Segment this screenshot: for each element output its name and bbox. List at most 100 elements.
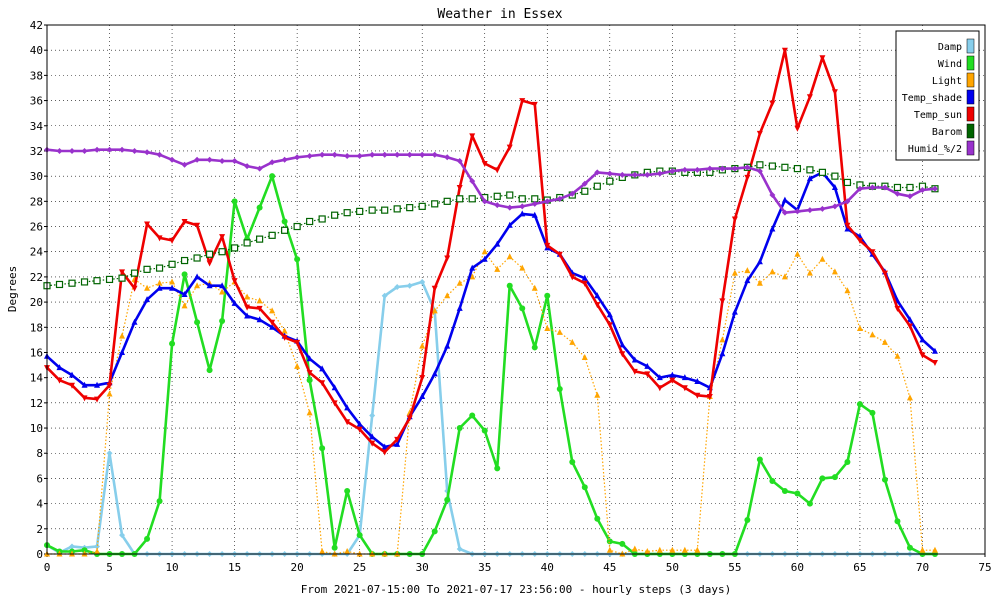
- data-point-light: [469, 273, 476, 280]
- data-point-temp-sun: [869, 249, 876, 256]
- y-tick-label: 20: [30, 296, 43, 309]
- data-point-humid-2: [119, 146, 126, 153]
- y-tick-label: 4: [36, 498, 43, 511]
- data-point-temp-shade: [419, 393, 426, 400]
- y-tick-label: 16: [30, 346, 43, 359]
- data-point-light: [94, 547, 101, 554]
- data-point-wind: [469, 412, 476, 419]
- data-point-wind: [181, 271, 188, 278]
- data-point-barom: [818, 168, 827, 176]
- data-point-temp-sun: [419, 375, 426, 382]
- data-point-humid-2: [894, 190, 901, 197]
- data-point-wind: [769, 477, 776, 484]
- data-point-light: [494, 265, 501, 272]
- data-point-temp-sun: [106, 382, 113, 389]
- data-point-temp-shade: [906, 316, 913, 323]
- data-point-wind: [794, 490, 801, 497]
- data-point-barom: [205, 250, 214, 258]
- data-point-barom: [231, 244, 239, 252]
- data-point-humid-2: [594, 169, 601, 176]
- data-point-wind: [594, 515, 601, 522]
- data-point-temp-sun: [206, 260, 213, 267]
- data-point-wind: [831, 474, 838, 481]
- data-point-humid-2: [856, 185, 863, 192]
- data-point-temp-sun: [756, 130, 763, 137]
- data-point-light: [506, 253, 513, 260]
- data-point-barom: [80, 278, 89, 286]
- data-point-temp-sun: [856, 237, 863, 244]
- data-point-humid-2: [806, 207, 813, 214]
- data-point-light: [344, 547, 351, 554]
- data-point-temp-sun: [519, 98, 526, 105]
- data-point-humid-2: [319, 151, 326, 158]
- data-point-light: [794, 250, 801, 257]
- data-point-temp-shade: [769, 225, 776, 232]
- data-point-humid-2: [531, 200, 538, 207]
- legend-label-humid-2: Humid_%/2: [908, 144, 962, 155]
- legend-swatch-temp-sun: [966, 106, 975, 122]
- data-point-light: [519, 264, 526, 271]
- data-point-humid-2: [756, 168, 763, 175]
- data-point-wind: [194, 319, 201, 326]
- data-point-temp-shade: [719, 350, 726, 357]
- legend-swatch-humid-2: [966, 140, 975, 156]
- data-point-temp-shade: [269, 323, 276, 330]
- data-point-humid-2: [456, 158, 463, 165]
- y-tick-label: 10: [30, 422, 43, 435]
- data-point-barom: [906, 183, 914, 192]
- data-point-wind: [331, 544, 338, 551]
- legend-swatch-temp-shade: [966, 89, 975, 105]
- data-point-humid-2: [569, 190, 576, 197]
- data-point-barom: [243, 239, 251, 247]
- data-point-temp-sun: [369, 440, 376, 447]
- data-point-wind: [294, 256, 301, 263]
- data-point-wind: [81, 547, 88, 554]
- y-tick-label: 14: [30, 372, 44, 385]
- x-tick-label: 65: [853, 561, 866, 574]
- data-point-barom: [793, 164, 802, 173]
- data-point-temp-shade: [319, 365, 326, 372]
- y-tick-label: 30: [30, 170, 43, 183]
- data-point-barom: [343, 209, 351, 217]
- data-point-wind: [844, 459, 851, 466]
- data-point-humid-2: [819, 205, 826, 212]
- data-point-temp-shade: [456, 304, 463, 311]
- legend-swatch-light: [966, 72, 975, 88]
- data-point-humid-2: [381, 151, 388, 158]
- data-point-humid-2: [431, 151, 438, 158]
- data-point-humid-2: [619, 171, 626, 178]
- data-point-temp-sun: [456, 184, 463, 191]
- data-point-light: [119, 332, 126, 339]
- data-point-light: [919, 546, 926, 553]
- data-point-light: [281, 327, 288, 334]
- data-point-light: [194, 282, 201, 289]
- y-tick-label: 12: [30, 397, 43, 410]
- data-point-light: [444, 292, 451, 299]
- data-point-temp-shade: [256, 316, 263, 323]
- data-point-wind: [869, 409, 876, 416]
- data-point-temp-shade: [244, 312, 251, 319]
- data-point-temp-sun: [906, 323, 913, 330]
- data-point-humid-2: [231, 158, 238, 165]
- data-point-light: [269, 307, 276, 314]
- data-point-humid-2: [444, 154, 451, 161]
- data-point-light: [481, 248, 488, 255]
- y-tick-label: 38: [30, 69, 43, 82]
- data-point-humid-2: [694, 166, 701, 173]
- data-point-humid-2: [244, 163, 251, 170]
- data-point-temp-sun: [269, 319, 276, 326]
- data-point-temp-shade: [656, 374, 663, 381]
- chart-title: Weather in Essex: [437, 7, 562, 22]
- data-point-humid-2: [519, 203, 526, 210]
- data-point-light: [644, 547, 651, 554]
- data-point-wind: [306, 377, 313, 384]
- data-point-temp-sun: [319, 380, 326, 387]
- data-point-light: [731, 269, 738, 276]
- data-point-humid-2: [106, 146, 113, 153]
- data-point-humid-2: [644, 171, 651, 178]
- data-point-temp-shade: [506, 221, 513, 228]
- data-point-temp-shade: [169, 284, 176, 291]
- data-point-temp-shade: [81, 381, 88, 388]
- data-point-light: [844, 287, 851, 294]
